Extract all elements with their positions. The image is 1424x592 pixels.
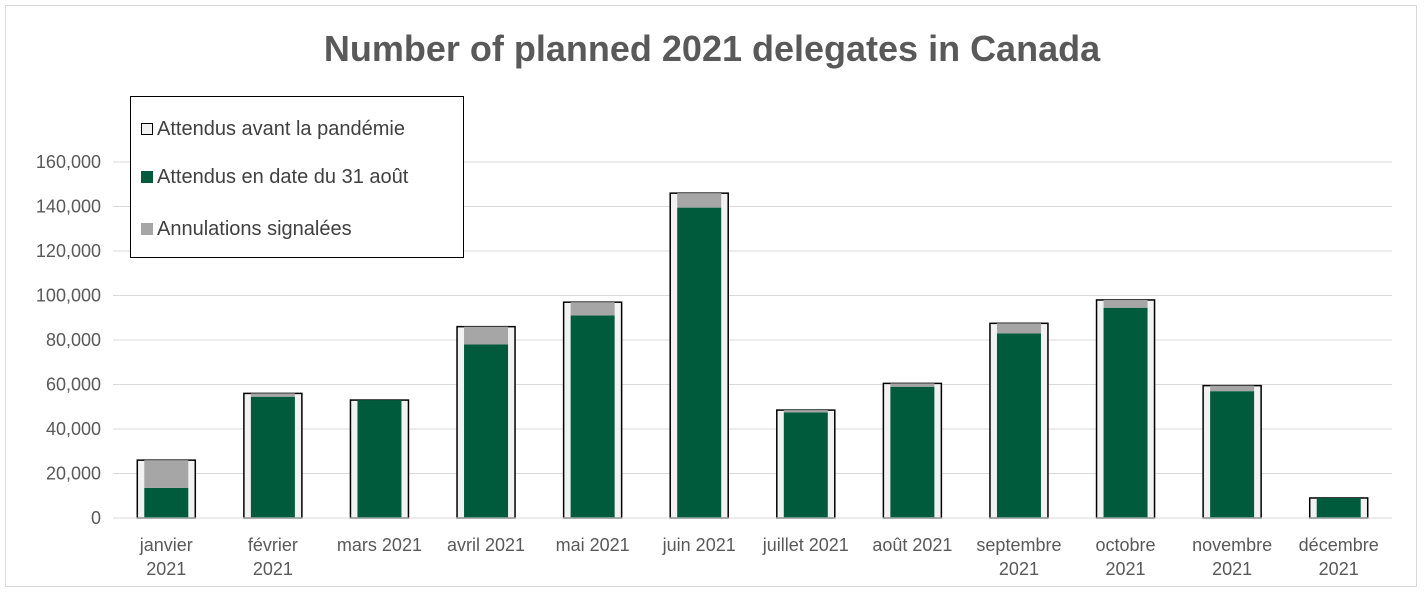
y-tick-label: 140,000	[36, 197, 101, 217]
bars	[136, 192, 1369, 519]
x-tick-label: août 2021	[872, 535, 952, 555]
bar-cancellations	[677, 193, 722, 208]
x-tick-label: décembre	[1299, 535, 1379, 555]
legend-item-expected-aug31: Attendus en date du 31 août	[141, 159, 408, 195]
legend-swatch	[141, 171, 153, 183]
x-tick-label: 2021	[999, 559, 1039, 579]
bar-cancellations	[1210, 385, 1255, 392]
y-tick-label: 100,000	[36, 286, 101, 306]
y-tick-label: 80,000	[46, 330, 101, 350]
bar-expected-aug31	[890, 386, 935, 518]
legend-label: Annulations signalées	[157, 217, 352, 240]
x-tick-label: mars 2021	[337, 535, 422, 555]
bar-cancellations	[890, 383, 935, 387]
x-tick-label: 2021	[253, 559, 293, 579]
bar-expected-aug31	[1210, 391, 1255, 518]
legend-swatch	[141, 223, 153, 235]
legend-swatch	[141, 123, 153, 135]
bar-cancellations	[996, 323, 1041, 334]
y-tick-label: 20,000	[46, 464, 101, 484]
x-tick-label: janvier	[139, 535, 193, 555]
legend: Attendus avant la pandémie Attendus en d…	[130, 96, 464, 258]
bar-cancellations	[144, 460, 189, 488]
chart-title: Number of planned 2021 delegates in Cana…	[323, 28, 1101, 69]
bar-expected-aug31	[570, 315, 615, 518]
legend-label: Attendus en date du 31 août	[157, 165, 409, 188]
x-tick-label: juillet 2021	[762, 535, 849, 555]
bar-expected-aug31	[783, 412, 828, 518]
bar-expected-aug31	[357, 400, 402, 518]
x-tick-label: juin 2021	[662, 535, 736, 555]
bar-cancellations	[250, 393, 295, 397]
x-tick-label: 2021	[1319, 559, 1359, 579]
y-tick-label: 160,000	[36, 152, 101, 172]
x-tick-label: novembre	[1192, 535, 1272, 555]
bar-expected-aug31	[464, 344, 509, 518]
bar-expected-aug31	[677, 207, 722, 519]
y-tick-label: 120,000	[36, 241, 101, 261]
legend-item-cancellations: Annulations signalées	[141, 211, 352, 247]
axes: 0 20,000 40,000 60,000 80,000 100,000 120,000 1…	[36, 152, 1392, 579]
bar-cancellations	[464, 326, 509, 345]
bar-cancellations	[1103, 299, 1148, 308]
bar-cancellations	[570, 302, 615, 316]
x-tick-label: 2021	[1106, 559, 1146, 579]
y-tick-label: 60,000	[46, 375, 101, 395]
x-tick-label: avril 2021	[447, 535, 525, 555]
x-tick-label: mai 2021	[556, 535, 630, 555]
x-tick-label: octobre	[1096, 535, 1156, 555]
bar-expected-aug31	[250, 396, 295, 518]
bar-expected-aug31	[144, 487, 189, 518]
bar-expected-aug31	[1316, 497, 1361, 518]
x-tick-label: septembre	[976, 535, 1061, 555]
legend-item-pre-pandemic: Attendus avant la pandémie	[141, 111, 405, 147]
bar-expected-aug31	[996, 333, 1041, 518]
x-tick-label: février	[248, 535, 298, 555]
y-tick-label: 40,000	[46, 419, 101, 439]
x-tick-label: 2021	[1212, 559, 1252, 579]
bar-cancellations	[783, 410, 828, 413]
bar-expected-aug31	[1103, 307, 1148, 518]
legend-label: Attendus avant la pandémie	[157, 117, 405, 140]
y-tick-label: 0	[91, 508, 101, 528]
x-tick-label: 2021	[146, 559, 186, 579]
